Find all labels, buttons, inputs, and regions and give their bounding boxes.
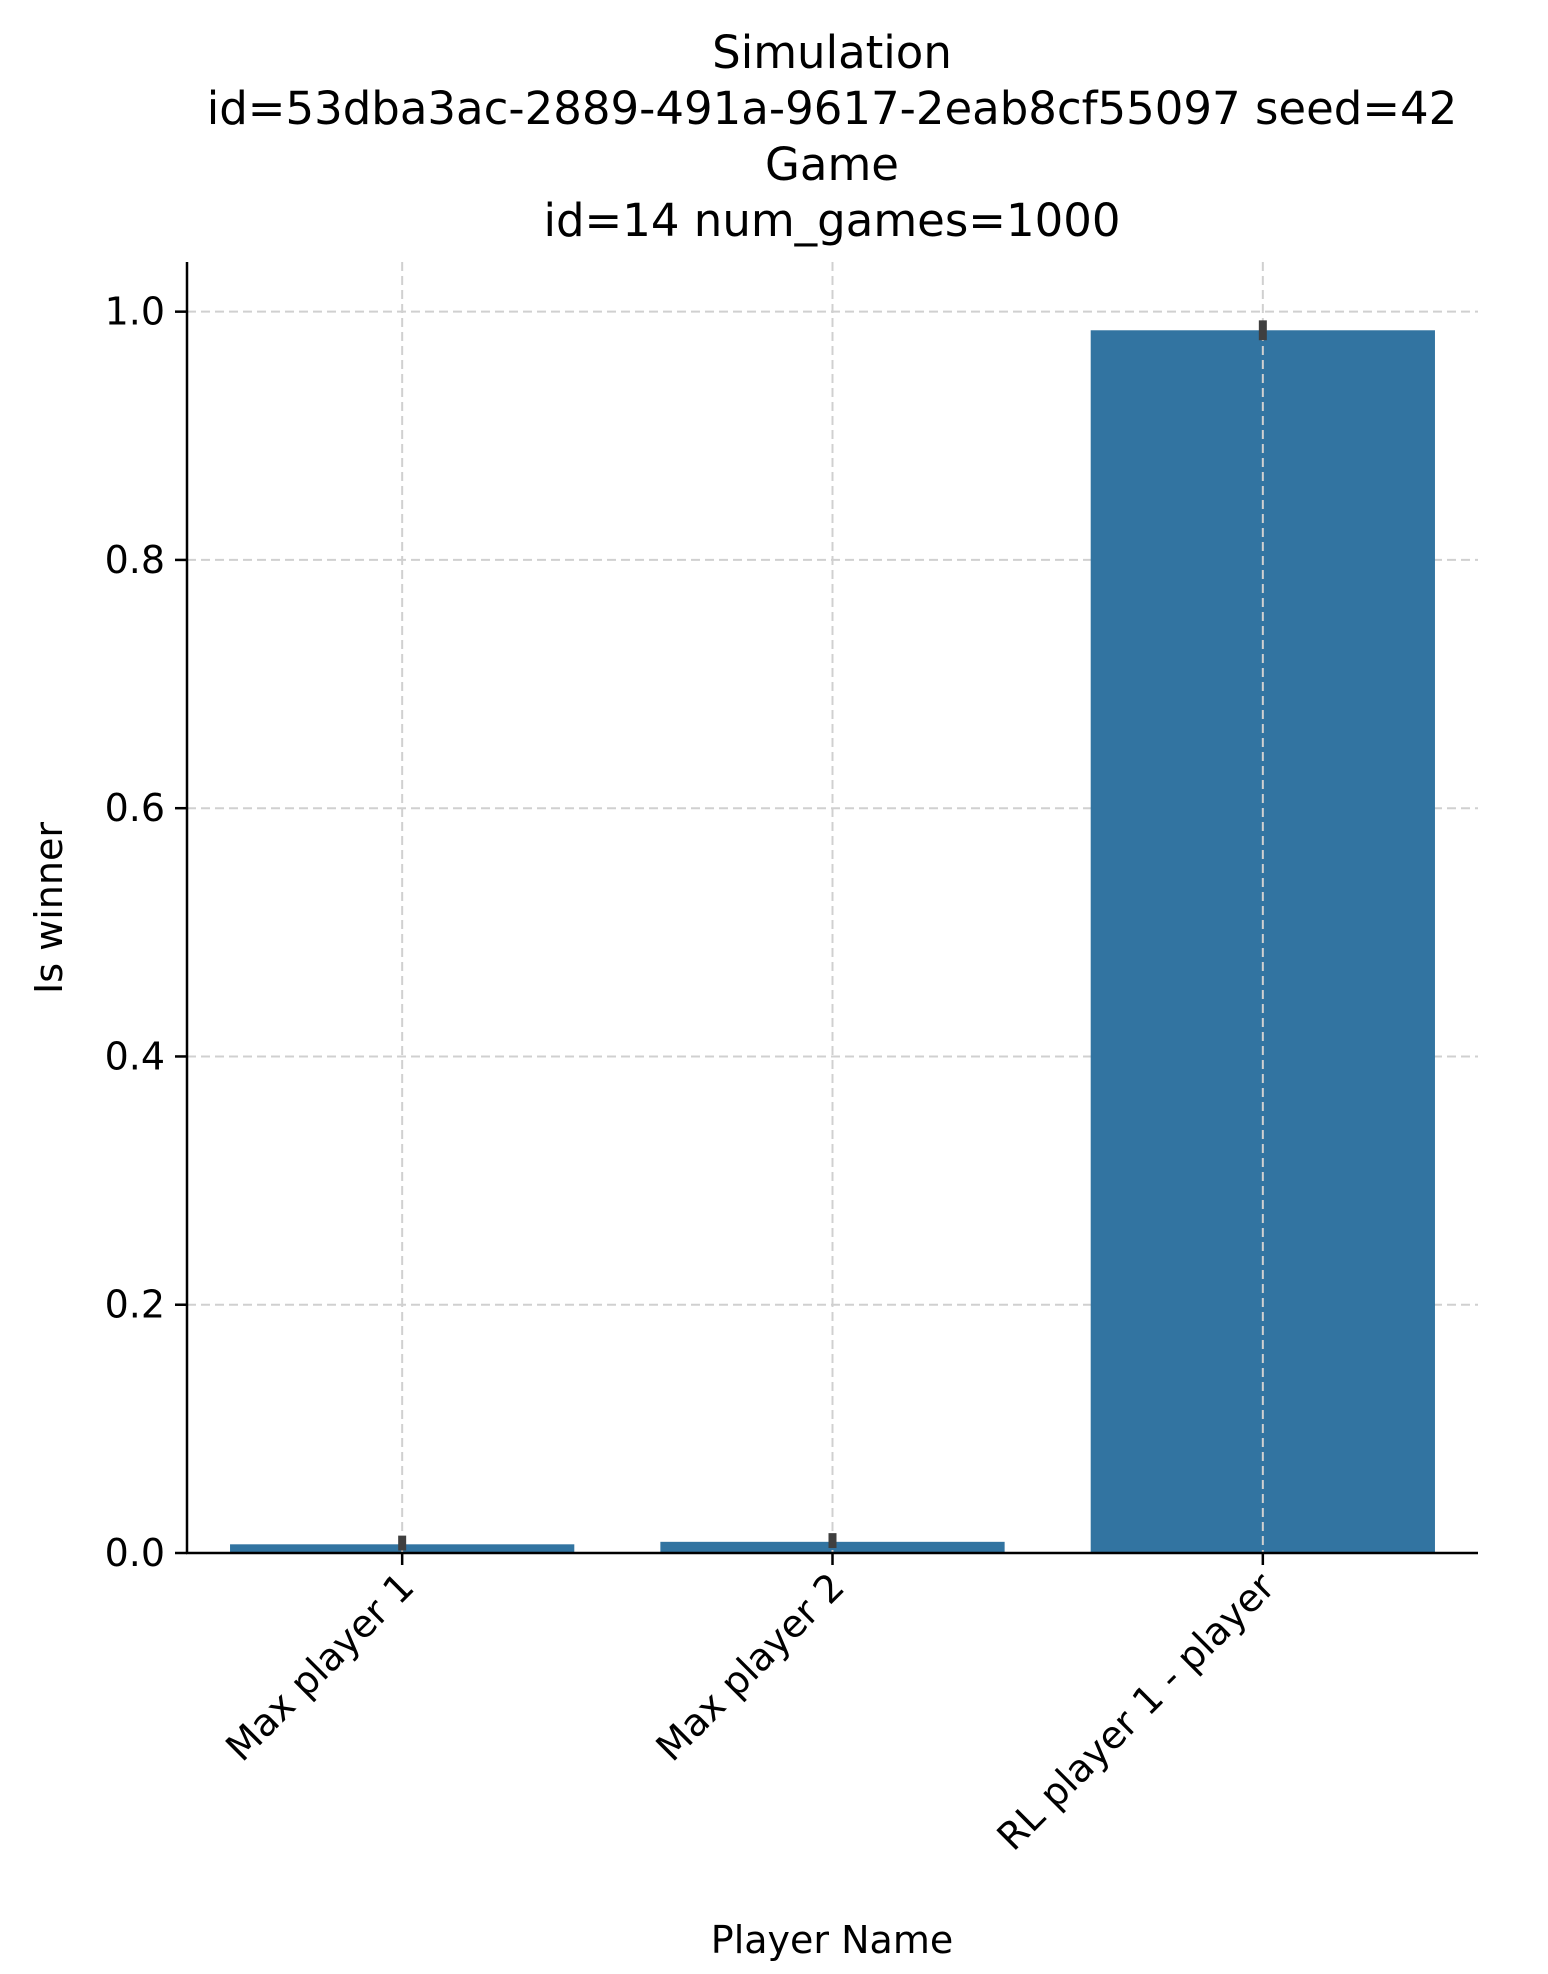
error-bars [398,320,1267,1551]
y-tick-label: 0.2 [105,1283,165,1327]
y-tick-label: 0.8 [105,538,165,582]
chart-title: Simulation id=53dba3ac-2889-491a-9617-2e… [207,26,1458,247]
y-axis-label: Is winner [27,822,71,994]
x-tick-label: Max player 2 [648,1564,853,1769]
x-tick-label: RL player 1 - player [989,1564,1284,1859]
y-tick-label: 1.0 [105,290,165,334]
x-grid-lines [401,262,1264,1553]
x-tick-label: Max player 1 [217,1564,422,1769]
y-tick-label: 0.4 [105,1034,165,1078]
title-line-4: id=14 num_games=1000 [543,194,1120,247]
title-line-3: Game [765,138,899,191]
y-tick-label: 0.6 [105,786,165,830]
y-ticks: 0.0 0.2 0.4 0.6 0.8 1.0 [105,290,187,1575]
title-line-2: id=53dba3ac-2889-491a-9617-2eab8cf55097 … [207,82,1458,135]
y-tick-label: 0.0 [105,1531,165,1575]
x-axis-label: Player Name [711,1918,953,1962]
x-ticks: Max player 1 Max player 2 RL player 1 - pl… [217,1553,1283,1859]
title-line-1: Simulation [712,26,952,79]
